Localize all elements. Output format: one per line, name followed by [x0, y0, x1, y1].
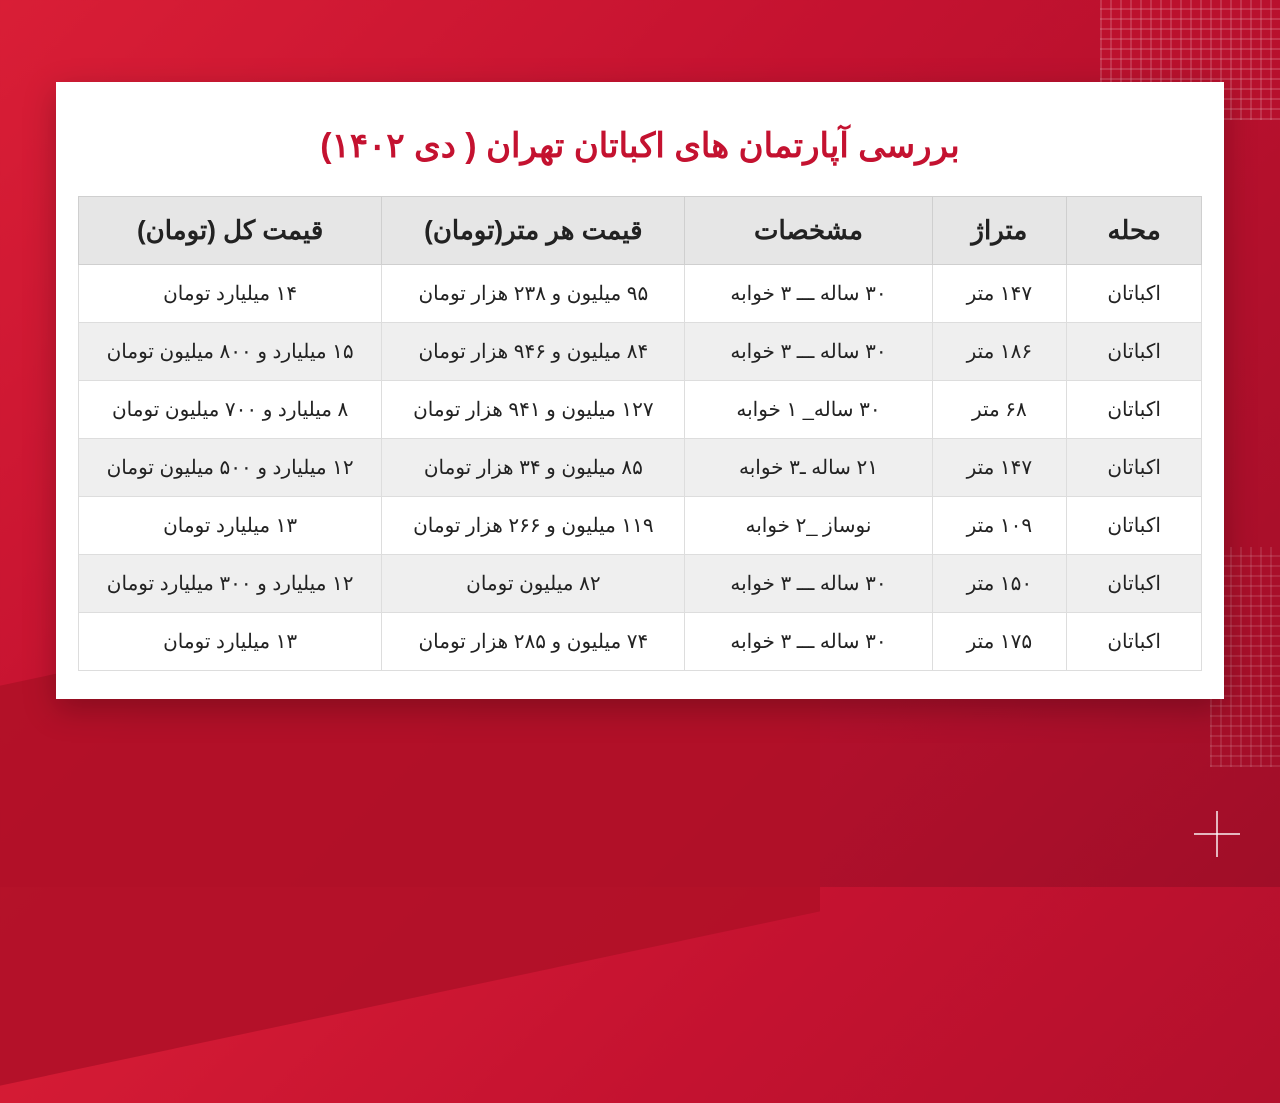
cell-total: ۱۳ میلیارد تومان	[79, 613, 382, 671]
cell-area: ۱۷۵ متر	[932, 613, 1067, 671]
table-body: اکباتان ۱۴۷ متر ۳۰ ساله ـــ ۳ خوابه ۹۵ م…	[79, 265, 1202, 671]
cell-spec: نوساز _۲ خوابه	[685, 497, 932, 555]
cell-spec: ۳۰ ساله ـــ ۳ خوابه	[685, 265, 932, 323]
cell-ppm: ۱۲۷ میلیون و ۹۴۱ هزار تومان	[382, 381, 685, 439]
table-row: اکباتان ۱۴۷ متر ۳۰ ساله ـــ ۳ خوابه ۹۵ م…	[79, 265, 1202, 323]
table-row: اکباتان ۱۵۰ متر ۳۰ ساله ـــ ۳ خوابه ۸۲ م…	[79, 555, 1202, 613]
table-row: اکباتان ۱۷۵ متر ۳۰ ساله ـــ ۳ خوابه ۷۴ م…	[79, 613, 1202, 671]
cell-ppm: ۸۲ میلیون تومان	[382, 555, 685, 613]
table-row: اکباتان ۱۴۷ متر ۲۱ ساله ـ۳ خوابه ۸۵ میلی…	[79, 439, 1202, 497]
col-header-total: قیمت کل (تومان)	[79, 197, 382, 265]
cell-total: ۱۲ میلیارد و ۵۰۰ میلیون تومان	[79, 439, 382, 497]
col-header-district: محله	[1067, 197, 1202, 265]
cell-ppm: ۸۴ میلیون و ۹۴۶ هزار تومان	[382, 323, 685, 381]
cell-spec: ۳۰ ساله ـــ ۳ خوابه	[685, 613, 932, 671]
cell-district: اکباتان	[1067, 555, 1202, 613]
cell-total: ۱۲ میلیارد و ۳۰۰ میلیارد تومان	[79, 555, 382, 613]
cell-total: ۸ میلیارد و ۷۰۰ میلیون تومان	[79, 381, 382, 439]
cell-ppm: ۹۵ میلیون و ۲۳۸ هزار تومان	[382, 265, 685, 323]
cell-district: اکباتان	[1067, 323, 1202, 381]
cell-area: ۶۸ متر	[932, 381, 1067, 439]
col-header-spec: مشخصات	[685, 197, 932, 265]
table-row: اکباتان ۱۸۶ متر ۳۰ ساله ـــ ۳ خوابه ۸۴ م…	[79, 323, 1202, 381]
table-row: اکباتان ۱۰۹ متر نوساز _۲ خوابه ۱۱۹ میلیو…	[79, 497, 1202, 555]
price-table: محله متراژ مشخصات قیمت هر متر(تومان) قیم…	[78, 196, 1202, 671]
cell-area: ۱۵۰ متر	[932, 555, 1067, 613]
table-row: اکباتان ۶۸ متر ۳۰ ساله_ ۱ خوابه ۱۲۷ میلی…	[79, 381, 1202, 439]
cell-total: ۱۴ میلیارد تومان	[79, 265, 382, 323]
cell-area: ۱۰۹ متر	[932, 497, 1067, 555]
cell-spec: ۲۱ ساله ـ۳ خوابه	[685, 439, 932, 497]
cell-total: ۱۳ میلیارد تومان	[79, 497, 382, 555]
cell-area: ۱۸۶ متر	[932, 323, 1067, 381]
cell-ppm: ۸۵ میلیون و ۳۴ هزار تومان	[382, 439, 685, 497]
cell-spec: ۳۰ ساله ـــ ۳ خوابه	[685, 555, 932, 613]
cell-district: اکباتان	[1067, 381, 1202, 439]
plus-icon	[1194, 811, 1240, 857]
col-header-area: متراژ	[932, 197, 1067, 265]
cell-spec: ۳۰ ساله ـــ ۳ خوابه	[685, 323, 932, 381]
cell-ppm: ۱۱۹ میلیون و ۲۶۶ هزار تومان	[382, 497, 685, 555]
cell-area: ۱۴۷ متر	[932, 439, 1067, 497]
cell-district: اکباتان	[1067, 613, 1202, 671]
cell-total: ۱۵ میلیارد و ۸۰۰ میلیون تومان	[79, 323, 382, 381]
content-card: بررسی آپارتمان های اکباتان تهران ( دی ۱۴…	[56, 82, 1224, 699]
cell-area: ۱۴۷ متر	[932, 265, 1067, 323]
page-title: بررسی آپارتمان های اکباتان تهران ( دی ۱۴…	[78, 104, 1202, 196]
cell-ppm: ۷۴ میلیون و ۲۸۵ هزار تومان	[382, 613, 685, 671]
table-header-row: محله متراژ مشخصات قیمت هر متر(تومان) قیم…	[79, 197, 1202, 265]
cell-district: اکباتان	[1067, 439, 1202, 497]
cell-district: اکباتان	[1067, 265, 1202, 323]
col-header-ppm: قیمت هر متر(تومان)	[382, 197, 685, 265]
cell-spec: ۳۰ ساله_ ۱ خوابه	[685, 381, 932, 439]
cell-district: اکباتان	[1067, 497, 1202, 555]
